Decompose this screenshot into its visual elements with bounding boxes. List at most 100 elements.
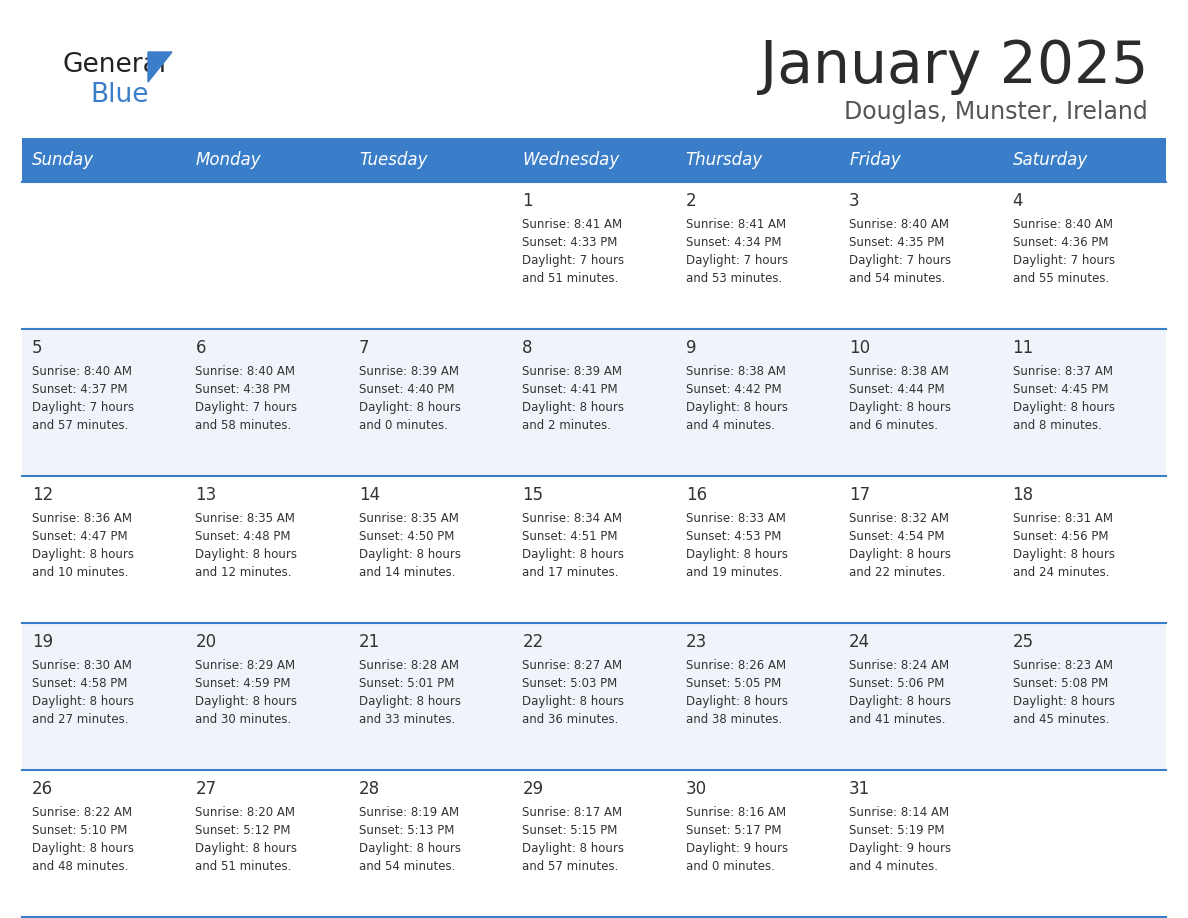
Text: Sunset: 4:59 PM: Sunset: 4:59 PM <box>196 677 291 690</box>
Text: Friday: Friday <box>849 151 901 169</box>
Text: Sunset: 4:42 PM: Sunset: 4:42 PM <box>685 383 782 396</box>
Text: and 17 minutes.: and 17 minutes. <box>523 566 619 579</box>
Text: Sunrise: 8:38 AM: Sunrise: 8:38 AM <box>685 365 785 378</box>
Text: Sunset: 4:36 PM: Sunset: 4:36 PM <box>1012 236 1108 249</box>
Text: 22: 22 <box>523 633 544 651</box>
Text: Daylight: 8 hours: Daylight: 8 hours <box>685 695 788 708</box>
Text: 1: 1 <box>523 192 533 210</box>
Text: Sunset: 5:10 PM: Sunset: 5:10 PM <box>32 824 127 837</box>
Text: Sunrise: 8:35 AM: Sunrise: 8:35 AM <box>359 512 459 525</box>
Text: Daylight: 8 hours: Daylight: 8 hours <box>685 401 788 414</box>
Text: Sunset: 5:08 PM: Sunset: 5:08 PM <box>1012 677 1108 690</box>
Text: Sunset: 5:19 PM: Sunset: 5:19 PM <box>849 824 944 837</box>
Text: Sunset: 4:58 PM: Sunset: 4:58 PM <box>32 677 127 690</box>
Text: Daylight: 8 hours: Daylight: 8 hours <box>359 695 461 708</box>
Text: Sunrise: 8:41 AM: Sunrise: 8:41 AM <box>685 218 785 231</box>
Text: Daylight: 8 hours: Daylight: 8 hours <box>849 548 952 561</box>
Text: Sunset: 4:50 PM: Sunset: 4:50 PM <box>359 530 454 543</box>
Text: Daylight: 8 hours: Daylight: 8 hours <box>523 548 624 561</box>
Text: Douglas, Munster, Ireland: Douglas, Munster, Ireland <box>845 100 1148 124</box>
Text: Sunrise: 8:26 AM: Sunrise: 8:26 AM <box>685 659 785 672</box>
Text: Sunset: 5:17 PM: Sunset: 5:17 PM <box>685 824 782 837</box>
Text: Sunset: 4:35 PM: Sunset: 4:35 PM <box>849 236 944 249</box>
Text: and 48 minutes.: and 48 minutes. <box>32 860 128 873</box>
Text: Sunset: 4:34 PM: Sunset: 4:34 PM <box>685 236 782 249</box>
Text: Sunset: 4:53 PM: Sunset: 4:53 PM <box>685 530 781 543</box>
Text: Sunrise: 8:29 AM: Sunrise: 8:29 AM <box>196 659 296 672</box>
Text: and 54 minutes.: and 54 minutes. <box>849 272 946 285</box>
Text: and 51 minutes.: and 51 minutes. <box>196 860 292 873</box>
Text: Sunset: 4:33 PM: Sunset: 4:33 PM <box>523 236 618 249</box>
Text: and 51 minutes.: and 51 minutes. <box>523 272 619 285</box>
Text: and 55 minutes.: and 55 minutes. <box>1012 272 1108 285</box>
Text: Sunset: 4:54 PM: Sunset: 4:54 PM <box>849 530 944 543</box>
Text: and 54 minutes.: and 54 minutes. <box>359 860 455 873</box>
Text: Sunrise: 8:31 AM: Sunrise: 8:31 AM <box>1012 512 1113 525</box>
Text: Sunrise: 8:34 AM: Sunrise: 8:34 AM <box>523 512 623 525</box>
Text: 16: 16 <box>685 486 707 504</box>
Text: Sunrise: 8:14 AM: Sunrise: 8:14 AM <box>849 806 949 819</box>
Polygon shape <box>148 52 172 82</box>
Text: 10: 10 <box>849 339 871 357</box>
Text: and 19 minutes.: and 19 minutes. <box>685 566 782 579</box>
Text: Sunrise: 8:19 AM: Sunrise: 8:19 AM <box>359 806 459 819</box>
Text: Sunrise: 8:20 AM: Sunrise: 8:20 AM <box>196 806 296 819</box>
Bar <box>23 770 1165 917</box>
Text: Sunset: 5:03 PM: Sunset: 5:03 PM <box>523 677 618 690</box>
Text: Daylight: 8 hours: Daylight: 8 hours <box>359 842 461 855</box>
Text: Daylight: 8 hours: Daylight: 8 hours <box>32 842 134 855</box>
Text: and 33 minutes.: and 33 minutes. <box>359 713 455 726</box>
Text: and 4 minutes.: and 4 minutes. <box>849 860 939 873</box>
Text: and 36 minutes.: and 36 minutes. <box>523 713 619 726</box>
Text: Thursday: Thursday <box>685 151 763 169</box>
Text: Daylight: 8 hours: Daylight: 8 hours <box>685 548 788 561</box>
Bar <box>23 138 185 182</box>
Text: 15: 15 <box>523 486 543 504</box>
Text: 31: 31 <box>849 780 871 798</box>
Text: 3: 3 <box>849 192 860 210</box>
Text: and 4 minutes.: and 4 minutes. <box>685 419 775 432</box>
Text: Daylight: 8 hours: Daylight: 8 hours <box>359 548 461 561</box>
Text: and 0 minutes.: and 0 minutes. <box>685 860 775 873</box>
Text: Sunset: 5:05 PM: Sunset: 5:05 PM <box>685 677 781 690</box>
Text: and 6 minutes.: and 6 minutes. <box>849 419 939 432</box>
Text: Sunrise: 8:40 AM: Sunrise: 8:40 AM <box>196 365 296 378</box>
Bar <box>839 138 1003 182</box>
Text: Sunrise: 8:27 AM: Sunrise: 8:27 AM <box>523 659 623 672</box>
Text: General: General <box>62 52 166 78</box>
Text: and 58 minutes.: and 58 minutes. <box>196 419 292 432</box>
Text: 24: 24 <box>849 633 871 651</box>
Bar <box>185 138 349 182</box>
Text: Daylight: 8 hours: Daylight: 8 hours <box>1012 695 1114 708</box>
Bar <box>23 329 1165 476</box>
Text: 18: 18 <box>1012 486 1034 504</box>
Text: Sunrise: 8:41 AM: Sunrise: 8:41 AM <box>523 218 623 231</box>
Text: 8: 8 <box>523 339 532 357</box>
Text: Daylight: 8 hours: Daylight: 8 hours <box>849 695 952 708</box>
Text: Sunset: 4:40 PM: Sunset: 4:40 PM <box>359 383 454 396</box>
Text: Saturday: Saturday <box>1012 151 1088 169</box>
Text: January 2025: January 2025 <box>759 38 1148 95</box>
Text: Sunrise: 8:40 AM: Sunrise: 8:40 AM <box>849 218 949 231</box>
Text: 7: 7 <box>359 339 369 357</box>
Text: and 12 minutes.: and 12 minutes. <box>196 566 292 579</box>
Text: Sunset: 4:56 PM: Sunset: 4:56 PM <box>1012 530 1108 543</box>
Text: Sunrise: 8:40 AM: Sunrise: 8:40 AM <box>1012 218 1113 231</box>
Text: Daylight: 8 hours: Daylight: 8 hours <box>1012 548 1114 561</box>
Text: Monday: Monday <box>196 151 261 169</box>
Text: 21: 21 <box>359 633 380 651</box>
Text: 2: 2 <box>685 192 696 210</box>
Text: Daylight: 8 hours: Daylight: 8 hours <box>32 695 134 708</box>
Text: Sunrise: 8:32 AM: Sunrise: 8:32 AM <box>849 512 949 525</box>
Text: and 30 minutes.: and 30 minutes. <box>196 713 292 726</box>
Text: and 10 minutes.: and 10 minutes. <box>32 566 128 579</box>
Text: Daylight: 8 hours: Daylight: 8 hours <box>523 842 624 855</box>
Text: Sunset: 4:41 PM: Sunset: 4:41 PM <box>523 383 618 396</box>
Text: Sunrise: 8:16 AM: Sunrise: 8:16 AM <box>685 806 785 819</box>
Bar <box>676 138 839 182</box>
Text: Daylight: 7 hours: Daylight: 7 hours <box>1012 254 1114 267</box>
Text: 14: 14 <box>359 486 380 504</box>
Text: 6: 6 <box>196 339 206 357</box>
Bar <box>23 476 1165 623</box>
Text: Blue: Blue <box>90 82 148 108</box>
